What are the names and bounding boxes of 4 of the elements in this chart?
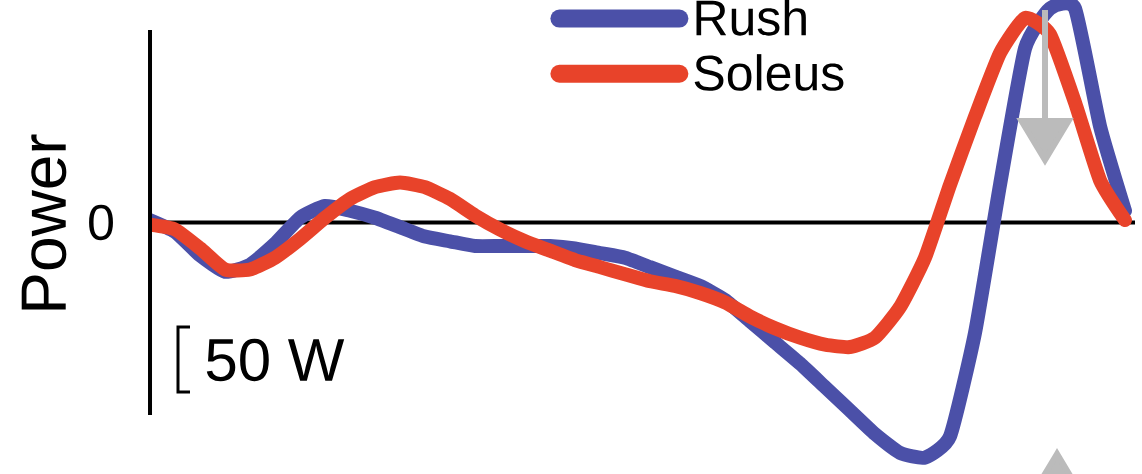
annotation: 50 W: [206, 338, 345, 382]
text: 0: [89, 204, 113, 241]
legend-label: Soleus: [694, 54, 844, 91]
y-axis-title: Power: [21, 134, 67, 310]
